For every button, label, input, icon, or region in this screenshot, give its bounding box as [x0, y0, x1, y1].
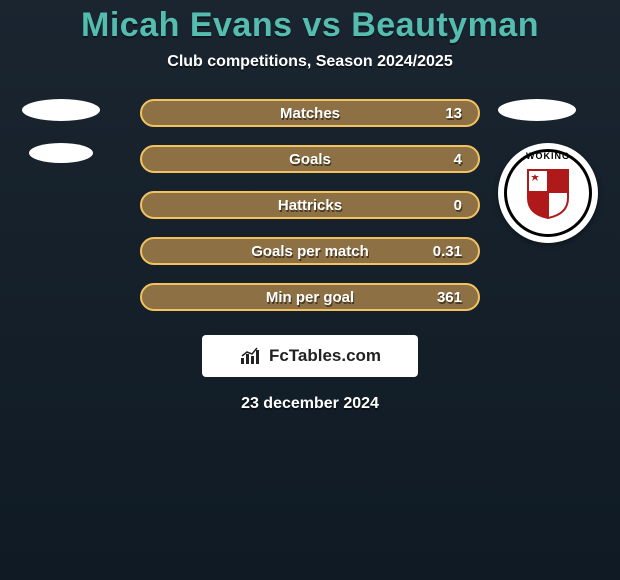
stat-label: Min per goal [266, 289, 354, 306]
left-ellipse [29, 143, 93, 163]
stat-value: 0.31 [433, 243, 462, 260]
stat-bar: Hattricks 0 [140, 191, 480, 219]
badge-shield [524, 166, 572, 220]
logo-text: FcTables.com [269, 346, 381, 366]
stat-bar: Min per goal 361 [140, 283, 480, 311]
right-side-group: WOKING [498, 99, 598, 243]
content-area: WOKING Matches 13 Goals 4 Hattricks 0 Goals pe… [0, 99, 620, 311]
stat-bar: Goals per match 0.31 [140, 237, 480, 265]
shield-icon [524, 166, 572, 220]
stat-bar: Goals 4 [140, 145, 480, 173]
stats-bars: Matches 13 Goals 4 Hattricks 0 Goals per match… [140, 99, 480, 311]
stat-label: Goals per match [251, 243, 369, 260]
stat-value: 13 [445, 105, 462, 122]
stat-value: 4 [454, 151, 462, 168]
logo-box: FcTables.com [202, 335, 418, 377]
subtitle: Club competitions, Season 2024/2025 [0, 53, 620, 71]
club-badge: WOKING [498, 143, 598, 243]
stat-value: 361 [437, 289, 462, 306]
stat-bar: Matches 13 [140, 99, 480, 127]
left-ellipses-group [22, 99, 100, 163]
date-text: 23 december 2024 [0, 395, 620, 413]
stat-value: 0 [454, 197, 462, 214]
badge-text: WOKING [526, 151, 570, 161]
stat-label: Matches [280, 105, 340, 122]
page-title: Micah Evans vs Beautyman [0, 0, 620, 45]
stat-label: Goals [289, 151, 331, 168]
left-ellipse [22, 99, 100, 121]
chart-icon [239, 346, 263, 366]
right-ellipse [498, 99, 576, 121]
stat-label: Hattricks [278, 197, 342, 214]
